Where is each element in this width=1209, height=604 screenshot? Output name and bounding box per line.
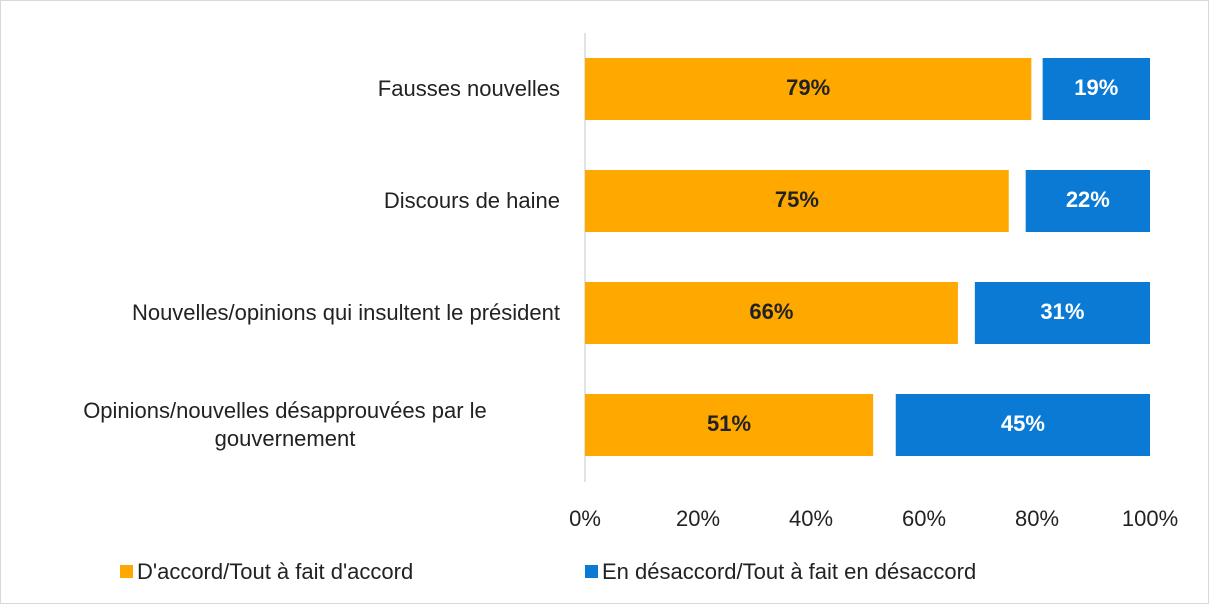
x-tick-label: 40% — [789, 506, 833, 531]
x-tick-label: 0% — [569, 506, 601, 531]
category-label: Nouvelles/opinions qui insultent le prés… — [10, 278, 560, 348]
bar — [585, 58, 1032, 120]
bar — [1025, 170, 1150, 232]
value-label: 66% — [749, 299, 793, 324]
bar — [895, 394, 1150, 456]
category-text: Fausses nouvelles — [377, 76, 560, 101]
x-tick-label: 80% — [1015, 506, 1059, 531]
category-text: Nouvelles/opinions qui insultent le prés… — [131, 300, 560, 325]
bar — [585, 394, 874, 456]
legend-swatch — [120, 565, 133, 578]
x-tick-label: 20% — [676, 506, 720, 531]
category-label: Opinions/nouvelles désapprouvées par le … — [10, 390, 560, 460]
value-label: 19% — [1074, 75, 1118, 100]
legend-label: D'accord/Tout à fait d'accord — [137, 559, 413, 584]
legend-swatch — [585, 565, 598, 578]
value-label: 31% — [1040, 299, 1084, 324]
category-label: Fausses nouvelles — [10, 54, 560, 124]
legend-label: En désaccord/Tout à fait en désaccord — [602, 559, 976, 584]
value-label: 45% — [1001, 411, 1045, 436]
category-text: Discours de haine — [383, 188, 560, 213]
bar — [1042, 58, 1150, 120]
category-text: Opinions/nouvelles désapprouvées par le … — [83, 398, 487, 451]
value-label: 75% — [775, 187, 819, 212]
category-label: Discours de haine — [10, 166, 560, 236]
x-tick-label: 100% — [1122, 506, 1178, 531]
x-tick-label: 60% — [902, 506, 946, 531]
value-label: 22% — [1066, 187, 1110, 212]
bar — [974, 282, 1150, 344]
value-label: 51% — [707, 411, 751, 436]
bar — [585, 170, 1009, 232]
value-label: 79% — [786, 75, 830, 100]
bar — [585, 282, 958, 344]
